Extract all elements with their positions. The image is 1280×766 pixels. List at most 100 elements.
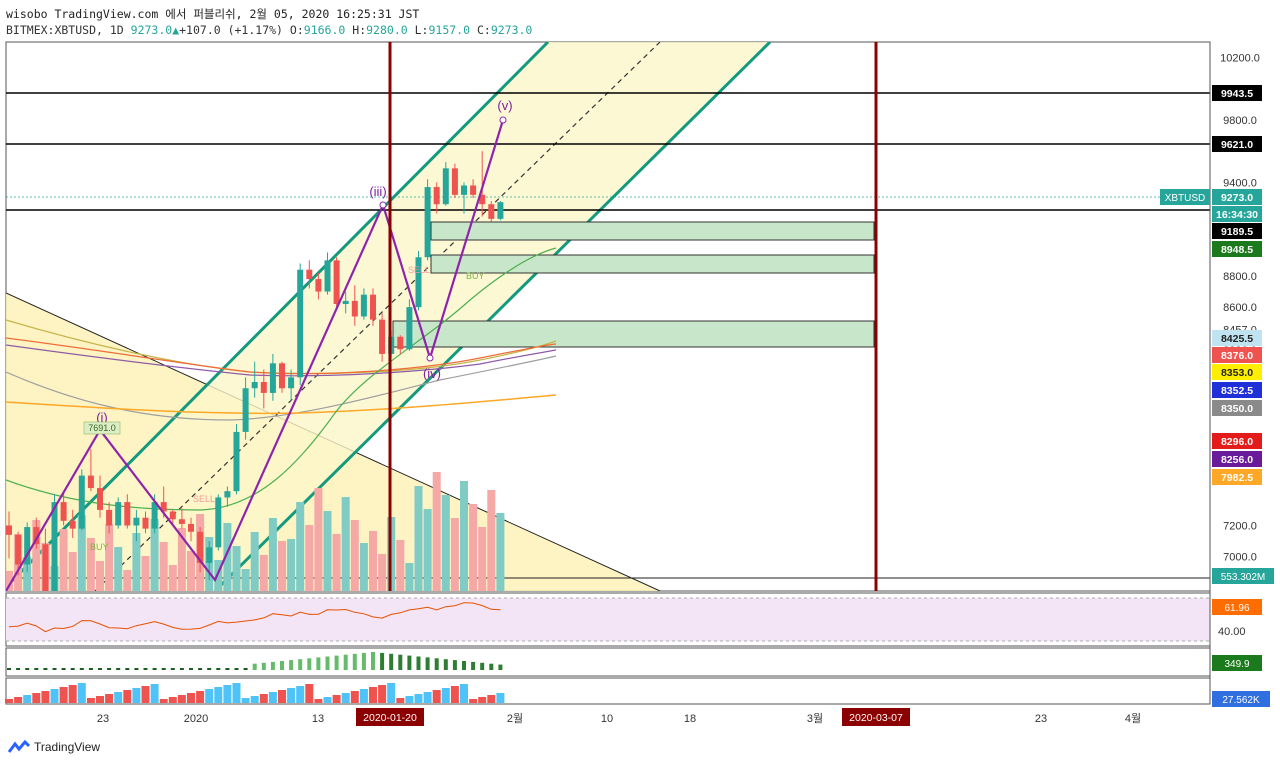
time-tick-label: 4월 <box>1125 712 1141 725</box>
close-label: C: <box>476 23 491 37</box>
open-value: 9166.0 <box>303 23 346 37</box>
volume2-bar <box>241 698 250 703</box>
volume2-bar <box>205 689 214 703</box>
tradingview-logo[interactable]: TradingView <box>8 740 100 754</box>
volume-bar <box>432 472 441 591</box>
momentum-bar <box>189 668 193 670</box>
volume-bar <box>460 481 468 591</box>
price-badge-text: 9621.0 <box>1221 139 1253 151</box>
volume2-bar <box>405 696 414 703</box>
volume2-pane[interactable] <box>5 677 1211 705</box>
volume2-bar <box>460 684 468 703</box>
volume2-bar <box>196 691 205 703</box>
price-tick-label: 8600.0 <box>1223 302 1257 314</box>
candle-body <box>124 502 131 526</box>
momentum-bar <box>207 668 212 670</box>
momentum-bar <box>61 668 66 670</box>
buy-signal-1: BUY <box>90 542 109 552</box>
price-badge <box>1212 400 1262 416</box>
candle-body <box>33 527 40 545</box>
candle-body <box>360 294 367 317</box>
volume2-bar <box>59 687 68 703</box>
volume-bar <box>469 504 478 591</box>
candle-body <box>333 260 340 305</box>
wave-point-v <box>499 116 507 124</box>
momentum-bar <box>416 656 421 670</box>
candles[interactable] <box>6 151 504 596</box>
price-badge-text: 9273.0 <box>1221 192 1253 204</box>
volume2-bars <box>5 683 505 703</box>
ma-orange <box>6 394 557 415</box>
publish-line: wisobo TradingView.com 에서 퍼블리쉬, 2월 05, 2… <box>6 7 420 21</box>
close-value: 9273.0 <box>490 23 533 37</box>
support-zone-2 <box>430 254 875 274</box>
candle-body <box>188 523 194 532</box>
channel-lower-line <box>213 42 772 591</box>
price-badge <box>1212 330 1262 346</box>
momentum-bar <box>452 660 457 670</box>
volume-bar <box>278 541 286 591</box>
price-badge <box>1212 241 1262 257</box>
rsi-line <box>8 602 501 633</box>
time-axis[interactable] <box>6 704 1210 730</box>
candle-body <box>315 279 322 292</box>
volume-bar <box>177 528 186 591</box>
candle-body <box>451 168 458 195</box>
volume2-bar <box>50 689 59 703</box>
volume2-bar <box>378 685 387 703</box>
volume-bar <box>314 488 323 591</box>
volume2-bar <box>296 686 305 703</box>
volume2-bar <box>223 685 232 703</box>
volume2-bar <box>332 695 341 703</box>
candle-body <box>224 491 231 498</box>
date-badge-2 <box>842 708 910 726</box>
volume-bar <box>123 570 132 591</box>
pivot-label: 7691.0 <box>88 423 116 433</box>
time-tick-label: 3월 <box>807 712 823 725</box>
time-tick-label: 13 <box>312 713 324 725</box>
rsi-band <box>6 598 1210 641</box>
momentum-bar <box>179 668 184 670</box>
candle-body <box>288 377 295 389</box>
price-axis-badges: 9943.5 9621.0 9273.0 16:34:30 9189.5 8948.5 84… <box>1212 85 1262 485</box>
high-label: H: <box>352 23 367 37</box>
candle-body <box>461 185 467 195</box>
volume2-bar <box>450 686 459 703</box>
price-badge <box>1212 347 1262 363</box>
momentum-bar <box>361 652 366 670</box>
candle-body <box>242 388 249 432</box>
price-badge <box>1212 451 1262 467</box>
volume-bar <box>405 563 414 591</box>
time-tick-label: 23 <box>97 713 109 725</box>
volume-bar <box>268 518 277 591</box>
candle-body <box>106 509 113 526</box>
volume-bar <box>132 533 141 591</box>
candle-body <box>470 185 477 195</box>
momentum-bar <box>325 656 330 670</box>
volume-bar <box>150 519 159 591</box>
momentum-bar <box>170 668 175 670</box>
momentum-bar <box>371 652 375 670</box>
volume-bar <box>369 531 377 591</box>
volume2-bar <box>132 688 141 703</box>
volume-bar <box>378 554 387 591</box>
candle-body <box>433 187 440 205</box>
rsi-value: 61.96 <box>1224 603 1249 614</box>
wave-point-iv <box>426 354 434 362</box>
low-value: 9157.0 <box>428 23 471 37</box>
momentum-bar <box>7 668 11 670</box>
candle-body <box>497 202 504 219</box>
momentum-bar <box>243 668 248 670</box>
momentum-histogram <box>7 652 503 670</box>
price-badge-text: 8353.0 <box>1221 367 1253 379</box>
volume-bar <box>332 534 341 591</box>
momentum-pane[interactable] <box>5 647 1211 677</box>
momentum-value-badge <box>1212 655 1262 671</box>
momentum-bar <box>225 668 230 670</box>
volume-bar <box>23 557 32 591</box>
volume-bar <box>323 511 332 591</box>
candle-body <box>342 300 349 305</box>
momentum-value: 349.9 <box>1224 659 1249 670</box>
volume2-bar <box>68 685 77 703</box>
